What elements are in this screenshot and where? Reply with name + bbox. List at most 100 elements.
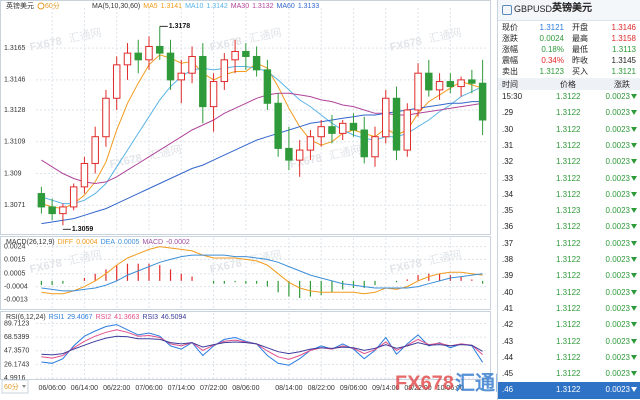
quote-value: 1.3145 bbox=[611, 56, 636, 65]
tick-price: 1.3122 bbox=[556, 140, 581, 150]
tick-price: 1.3122 bbox=[556, 287, 581, 297]
down-arrow bbox=[631, 354, 637, 360]
candle-body bbox=[134, 52, 142, 61]
candle-body bbox=[59, 206, 67, 215]
candle-body bbox=[166, 52, 175, 81]
tick-time: .32 bbox=[502, 157, 514, 167]
quote-value: 1.3158 bbox=[611, 34, 636, 43]
quote-label: 震幅 bbox=[502, 56, 518, 65]
down-arrow bbox=[631, 159, 637, 165]
watermark-text: 汇通网 bbox=[328, 143, 363, 163]
legend-text: RSI(6,12,24) bbox=[6, 314, 46, 321]
legend-text: 1.3132 bbox=[252, 3, 274, 10]
y-tick-label: 89.7123 bbox=[4, 320, 29, 327]
y-tick-label: 0.0015 bbox=[4, 256, 26, 263]
quote-value: 1.3123 bbox=[539, 67, 564, 76]
candle-body bbox=[156, 45, 164, 54]
quote-panel: GBPUSD 英镑美元 现价 1.3121 开盘 1.3146 涨跌 0.0024 最高 1.31… bbox=[497, 0, 640, 400]
tick-change: 0.0023 bbox=[605, 189, 630, 199]
down-arrow bbox=[631, 371, 637, 377]
tick-row-highlight bbox=[498, 382, 640, 399]
tick-time: .36 bbox=[502, 222, 514, 232]
candle-body bbox=[435, 81, 444, 91]
y-tick-label: 0.0024 bbox=[4, 243, 26, 250]
candle-body bbox=[123, 52, 132, 66]
ticks-header-bg bbox=[498, 78, 640, 90]
rsi-line bbox=[41, 324, 484, 366]
watermark: FX678 汇通网 bbox=[29, 248, 103, 276]
period-selector[interactable]: 60分 bbox=[1, 379, 29, 394]
legend-text: RSI1 bbox=[49, 314, 65, 321]
legend-text: MA(5,10,30,60) bbox=[92, 3, 140, 10]
tick-change: 0.0023 bbox=[605, 206, 630, 216]
quote-value: 1.3121 bbox=[611, 67, 636, 76]
y-tick-label: 1.3128 bbox=[4, 107, 26, 114]
tick-price: 1.3123 bbox=[556, 206, 581, 216]
candle-body bbox=[414, 72, 422, 111]
down-arrow bbox=[631, 338, 637, 344]
quote-value: 1.3121 bbox=[539, 23, 564, 32]
candle-body bbox=[478, 82, 487, 121]
tick-price: 1.3122 bbox=[556, 92, 581, 101]
x-tick-label: 07/14:00 bbox=[168, 385, 195, 392]
tick-change: 0.0023 bbox=[605, 385, 630, 395]
quote-value: 0.18% bbox=[541, 45, 564, 54]
chart-title: 英镑美元 bbox=[6, 1, 34, 10]
tick-time: .42 bbox=[502, 320, 514, 330]
candle-body bbox=[199, 55, 207, 108]
tick-time: .40 bbox=[502, 287, 514, 297]
watermark-text: 汇通网 bbox=[248, 26, 283, 46]
legend-text: MA5 bbox=[143, 3, 158, 10]
tick-time: 15:30 bbox=[502, 92, 523, 101]
candle-body bbox=[80, 162, 89, 188]
tick-time: .46 bbox=[502, 385, 514, 395]
x-tick-label: 06/06:00 bbox=[39, 385, 66, 392]
x-tick-label: 08/14:00 bbox=[275, 385, 302, 392]
tick-time: .35 bbox=[502, 206, 514, 216]
quote-label: 最高 bbox=[572, 34, 588, 43]
down-arrow bbox=[631, 257, 637, 262]
logo: FX678 bbox=[395, 372, 454, 394]
ticks-header: 时间 bbox=[502, 80, 518, 89]
tick-time: .34 bbox=[502, 189, 514, 199]
quote-label: 买入 bbox=[572, 67, 588, 76]
watermark-text: FX678 bbox=[289, 152, 323, 170]
y-tick-label: 1.309 bbox=[4, 170, 22, 177]
quote-label: 卖出 bbox=[502, 67, 518, 76]
tick-change: 0.0023 bbox=[605, 287, 630, 297]
tick-change: 0.0023 bbox=[605, 108, 630, 118]
icon bbox=[502, 5, 512, 15]
y-tick-label: 1.3165 bbox=[4, 45, 26, 52]
legend-text: RSI2 bbox=[96, 314, 112, 321]
macd-line bbox=[41, 254, 483, 292]
annotation: 1.3059 bbox=[72, 226, 94, 233]
tick-change: 0.0023 bbox=[605, 173, 630, 183]
rsi-panel bbox=[0, 311, 491, 380]
candle-body bbox=[91, 136, 99, 164]
tick-price: 1.3122 bbox=[556, 238, 581, 248]
down-arrow bbox=[631, 387, 637, 393]
watermark-text: FX678 bbox=[109, 152, 143, 170]
x-tick-label: 07/22:00 bbox=[200, 385, 227, 392]
watermark-text: FX678 bbox=[29, 35, 63, 53]
tick-change: 0.0023 bbox=[605, 124, 630, 134]
legend-text: 0.0004 bbox=[76, 239, 98, 246]
down-arrow bbox=[631, 322, 637, 328]
tick-change: 0.0023 bbox=[605, 303, 630, 313]
legend-text: MACD bbox=[142, 239, 163, 246]
tick-change: 0.0023 bbox=[605, 238, 630, 248]
y-tick-label: 1.3109 bbox=[4, 139, 26, 146]
tick-price: 1.3122 bbox=[556, 271, 581, 281]
down-arrow bbox=[631, 273, 637, 279]
annotation: 1.3178 bbox=[169, 23, 191, 30]
candle-body bbox=[295, 149, 304, 161]
candle-body bbox=[338, 122, 347, 134]
x-tick-label: 09/14:00 bbox=[372, 385, 399, 392]
candle-body bbox=[317, 126, 325, 138]
y-tick-label: -0.0013 bbox=[4, 296, 28, 303]
tick-price: 1.3122 bbox=[556, 303, 581, 313]
legend-text: RSI3 bbox=[142, 314, 158, 321]
legend-text: 1.3142 bbox=[206, 3, 228, 10]
candle-body bbox=[220, 59, 229, 83]
down-arrow bbox=[631, 94, 637, 99]
